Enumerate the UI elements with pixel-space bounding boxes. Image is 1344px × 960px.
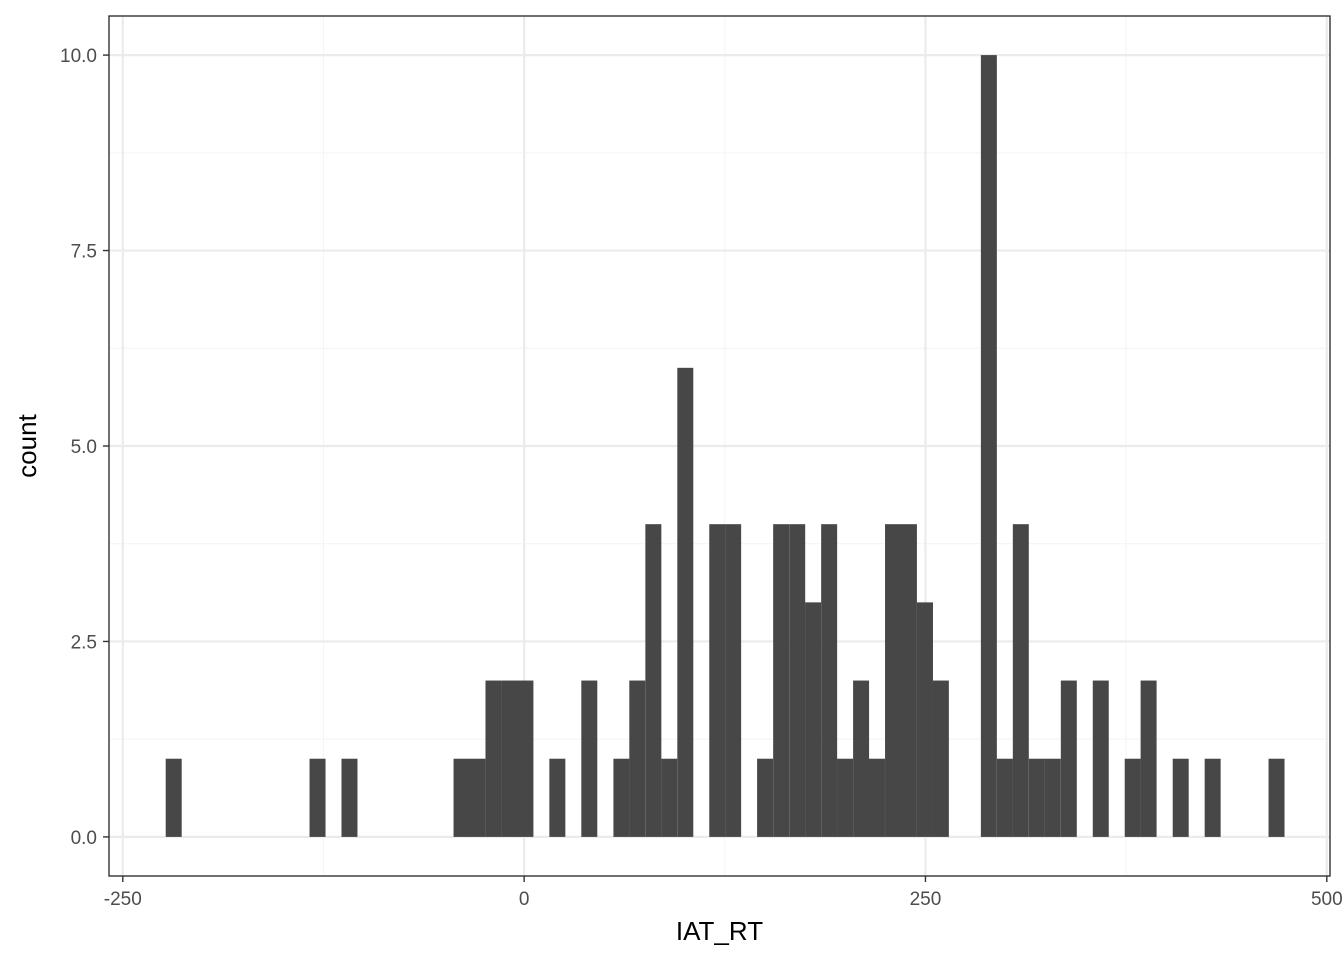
histogram-bar: [837, 758, 854, 837]
histogram-bar: [1204, 758, 1221, 837]
x-axis-ticks: -250 0 250 500: [104, 876, 1343, 910]
histogram-bar: [677, 367, 694, 837]
histogram-bar: [549, 758, 566, 837]
histogram-bar: [1060, 680, 1077, 837]
histogram-bar: [1268, 758, 1285, 837]
histogram-bar: [1172, 758, 1189, 837]
histogram-bar: [821, 524, 838, 837]
histogram-bar: [885, 524, 902, 837]
histogram-bar: [645, 524, 662, 837]
y-tick-label: 10.0: [60, 46, 97, 67]
histogram-bar: [789, 524, 806, 837]
histogram-bar: [996, 758, 1013, 837]
histogram-bar: [709, 524, 726, 837]
histogram-bar: [613, 758, 630, 837]
histogram-bar: [501, 680, 518, 837]
histogram-bars: [165, 55, 1285, 837]
y-tick-label: 2.5: [71, 632, 97, 653]
histogram-bar: [1124, 758, 1141, 837]
histogram-bar: [309, 758, 326, 837]
histogram-bar: [1092, 680, 1109, 837]
y-axis-ticks: 0.0 2.5 5.0 7.5 10.0: [60, 46, 109, 849]
histogram-bar: [916, 602, 933, 837]
histogram-bar: [900, 524, 917, 837]
histogram-bar: [805, 602, 822, 837]
y-tick-label: 7.5: [71, 242, 97, 263]
x-tick-label: 0: [519, 889, 530, 910]
histogram-bar: [725, 524, 742, 837]
y-tick-label: 0.0: [71, 828, 97, 849]
x-axis-title: IAT_RT: [676, 916, 763, 946]
y-axis-title: count: [12, 413, 42, 477]
histogram-bar: [165, 758, 182, 837]
x-tick-label: 500: [1311, 889, 1343, 910]
histogram-bar: [980, 55, 997, 837]
histogram-bar: [661, 758, 678, 837]
histogram-bar: [485, 680, 502, 837]
histogram-bar: [868, 758, 885, 837]
histogram-bar: [932, 680, 949, 837]
histogram-bar: [1028, 758, 1045, 837]
histogram-bar: [773, 524, 790, 837]
histogram-bar: [1140, 680, 1157, 837]
histogram-bar: [581, 680, 598, 837]
y-tick-label: 5.0: [71, 437, 97, 458]
histogram-bar: [469, 758, 486, 837]
x-tick-label: 250: [910, 889, 942, 910]
histogram-bar: [757, 758, 774, 837]
histogram-bar: [341, 758, 358, 837]
histogram-bar: [517, 680, 534, 837]
histogram-bar: [853, 680, 870, 837]
histogram-bar: [1044, 758, 1061, 837]
histogram-bar: [453, 758, 470, 837]
x-tick-label: -250: [104, 889, 142, 910]
histogram-bar: [629, 680, 646, 837]
histogram-bar: [1012, 524, 1029, 837]
